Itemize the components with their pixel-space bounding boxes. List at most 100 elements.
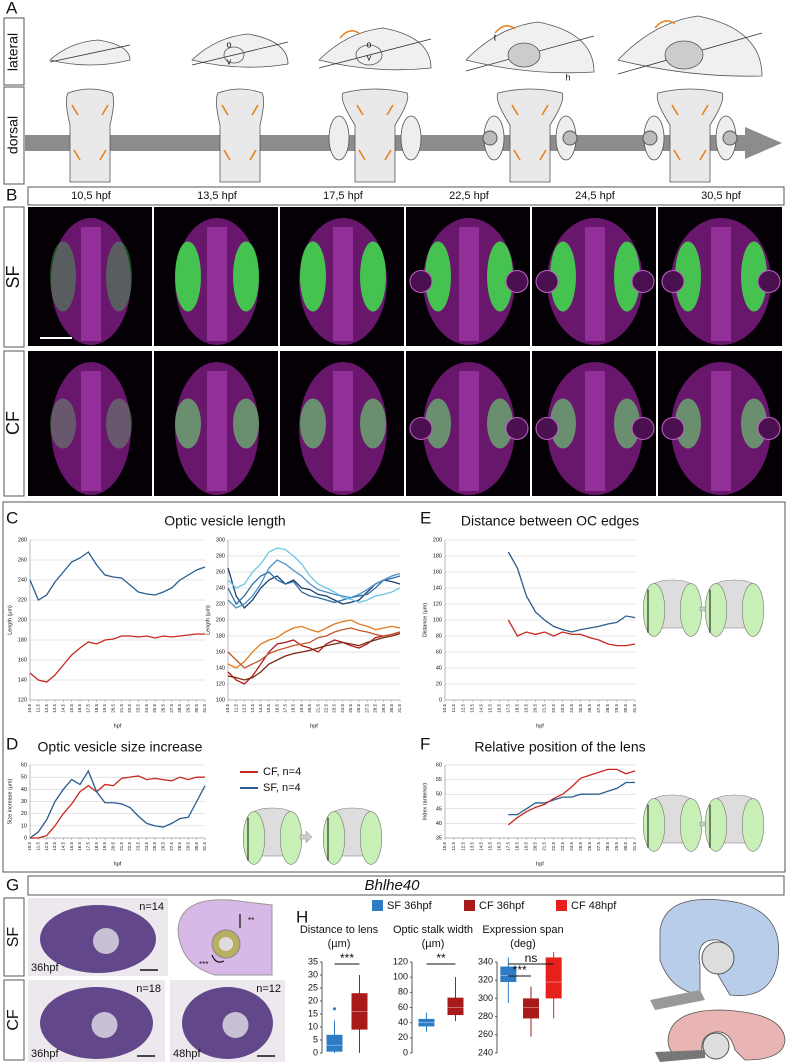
y-tick-label: 10 [21, 823, 27, 829]
y-tick-label: 320 [478, 975, 493, 985]
y-tick-label: 0 [403, 1047, 408, 1057]
lens [701, 941, 735, 975]
significance-label: *** [513, 963, 527, 977]
arrow [673, 149, 681, 161]
eye-field [741, 241, 767, 312]
x-tick-label: 30.5 [623, 842, 628, 851]
neural-tube [711, 227, 731, 341]
y-tick-label: 50 [21, 775, 27, 781]
y-tick-label: 0 [439, 697, 442, 703]
y-tick-label: 180 [433, 553, 442, 559]
y-tick-label: 280 [18, 537, 27, 543]
x-tick-label: 19.5 [102, 842, 107, 851]
x-tick-label: 27.5 [169, 704, 174, 713]
x-tick-label: 15.5 [487, 842, 492, 851]
x-tick-label: 31.5 [202, 704, 207, 713]
x-tick-label: 29.5 [381, 704, 386, 713]
lens [505, 270, 529, 293]
header-box [27, 186, 785, 206]
legend-label: CF 48hpf [571, 900, 617, 912]
x-tick-label: 15.5 [266, 704, 271, 713]
x-tick-label: 17.5 [506, 842, 511, 851]
lens [505, 417, 529, 440]
y-tick-label: 260 [18, 557, 27, 563]
legend-swatch [556, 900, 567, 911]
arrow [671, 104, 679, 116]
x-axis-label: hpf [536, 861, 544, 867]
x-tick-label: 24.5 [340, 704, 345, 713]
eye-field [550, 241, 576, 312]
x-tick-label: 28.5 [605, 842, 610, 851]
y-tick-label: 20 [436, 681, 442, 687]
x-tick-label: 23.5 [560, 704, 565, 713]
x-tick-label: 27.5 [364, 704, 369, 713]
row-box [3, 979, 25, 1061]
lens-core [219, 937, 233, 951]
annotation: h [565, 72, 570, 82]
stage-label: 36hpf [31, 962, 59, 974]
y-axis-label: Size increase (µm) [7, 778, 13, 824]
x-tick-label: 12.5 [242, 704, 247, 713]
y-tick-label: 40 [436, 821, 442, 827]
x-tick-label: 11.5 [451, 842, 456, 851]
row-label: CF [5, 1009, 22, 1031]
stage-label: 36hpf [31, 1048, 59, 1060]
row-label: SF [3, 265, 23, 288]
x-axis-label: hpf [536, 723, 544, 729]
arrow [384, 149, 392, 161]
y-tick-label: 40 [21, 787, 27, 793]
x-tick-label: 12.5 [460, 704, 465, 713]
y-tick-label: 180 [216, 633, 225, 639]
stalk [650, 990, 705, 1010]
x-tick-label: 16.5 [496, 704, 501, 713]
box [545, 957, 562, 999]
plane [318, 38, 432, 69]
chart-title: Distance to lens [300, 924, 379, 936]
y-tick-label: 280 [216, 553, 225, 559]
neural-tube [81, 371, 101, 491]
arrow [654, 20, 676, 29]
eye-field [550, 398, 576, 449]
time-label: 10,5 hpf [71, 190, 112, 202]
significance-label: ** [436, 951, 446, 965]
panel-label: D [6, 734, 18, 753]
x-tick-label: 12.5 [460, 842, 465, 851]
x-tick-label: 26.5 [587, 704, 592, 713]
neural-tube [711, 371, 731, 491]
x-tick-label: 24.5 [569, 704, 574, 713]
legend-label: CF 36hpf [479, 900, 525, 912]
annotation: v [227, 56, 232, 66]
y-tick-label: 100 [393, 972, 408, 982]
series-line [227, 567, 401, 610]
lens [535, 270, 559, 293]
x-tick-label: 31.5 [632, 704, 637, 713]
x-tick-label: 22.5 [551, 842, 556, 851]
chart-unit: (deg) [510, 938, 536, 950]
y-tick-label: 25 [308, 982, 318, 992]
arrow [356, 104, 364, 116]
x-tick-label: 25.5 [152, 842, 157, 851]
x-tick-label: 22.5 [551, 704, 556, 713]
box [523, 998, 539, 1019]
row-label: dorsal [5, 116, 21, 154]
row-label: CF [3, 411, 23, 435]
x-tick-label: 28.5 [605, 704, 610, 713]
series-line [29, 769, 206, 839]
x-tick-label: 21.5 [119, 704, 124, 713]
y-tick-label: 140 [18, 677, 27, 683]
x-tick-label: 20.5 [307, 704, 312, 713]
x-tick-label: 25.5 [578, 842, 583, 851]
x-tick-label: 25.5 [152, 704, 157, 713]
y-tick-label: 60 [398, 1002, 408, 1012]
arrow [223, 149, 231, 161]
lens [642, 130, 658, 146]
plane [191, 41, 289, 66]
arrow [251, 104, 259, 116]
schematic [659, 899, 780, 996]
x-tick-label: 10.5 [27, 704, 32, 713]
series-line [507, 551, 636, 633]
y-tick-label: 340 [478, 956, 493, 966]
x-tick-label: 18.5 [291, 704, 296, 713]
x-tick-label: 24.5 [144, 704, 149, 713]
n-label: n=12 [256, 983, 281, 995]
